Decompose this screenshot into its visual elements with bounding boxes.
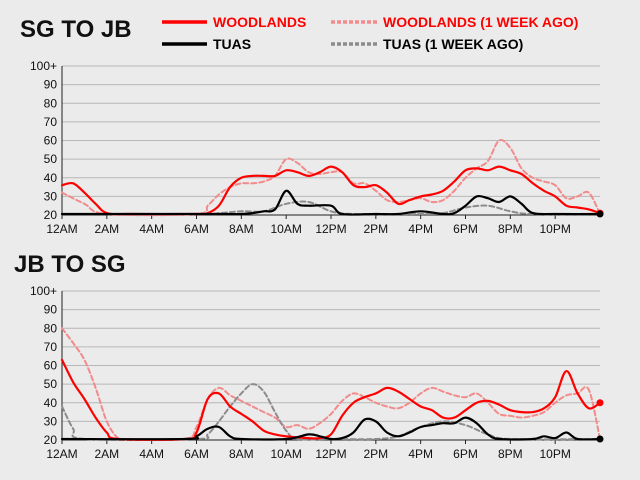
y-tick-label: 40 bbox=[44, 396, 58, 410]
y-tick-label: 40 bbox=[44, 171, 58, 185]
chart-title-sg-to-jb: SG TO JB bbox=[20, 16, 132, 43]
y-tick-label: 20 bbox=[44, 208, 58, 222]
x-tick-label: 8AM bbox=[229, 447, 254, 461]
x-tick-label: 6PM bbox=[453, 447, 478, 461]
x-tick-label: 10AM bbox=[270, 222, 301, 236]
series-line-tuas-prev bbox=[61, 383, 601, 441]
legend-label-woodlands-prev: WOODLANDS (1 WEEK AGO) bbox=[383, 14, 578, 30]
x-tick-label: 12AM bbox=[46, 222, 77, 236]
chart-sg-to-jb: SG TO JB 20 30 40 50 60 70 80 90 100+ 12AM 2AM 4AM 6… bbox=[20, 16, 604, 236]
x-tick-label: 10AM bbox=[270, 447, 301, 461]
series-line-woodlands-prev bbox=[61, 138, 601, 217]
end-marker-woodlands bbox=[596, 399, 604, 407]
legend-label-tuas: TUAS bbox=[213, 36, 251, 52]
y-tick-label: 50 bbox=[44, 152, 58, 166]
x-tick-label: 6PM bbox=[453, 222, 478, 236]
x-tick-label: 6AM bbox=[184, 222, 209, 236]
y-tick-label: 90 bbox=[44, 303, 58, 317]
x-tick-label: 10PM bbox=[539, 447, 570, 461]
x-tick-label: 12PM bbox=[315, 222, 346, 236]
chart-title-jb-to-sg: JB TO SG bbox=[14, 251, 126, 278]
x-tick-label: 8PM bbox=[498, 447, 523, 461]
y-tick-label: 30 bbox=[44, 189, 58, 203]
end-marker-tuas bbox=[596, 435, 604, 443]
y-tick-label: 80 bbox=[44, 321, 58, 335]
y-tick-label: 80 bbox=[44, 96, 58, 110]
x-tick-label: 12AM bbox=[46, 447, 77, 461]
x-tick-label: 4PM bbox=[408, 222, 433, 236]
y-tick-label: 50 bbox=[44, 377, 58, 391]
x-tick-label: 4AM bbox=[139, 222, 164, 236]
y-tick-label: 70 bbox=[44, 115, 58, 129]
x-tick-label: 2AM bbox=[94, 222, 119, 236]
x-tick-label: 8PM bbox=[498, 222, 523, 236]
series-line-tuas bbox=[60, 416, 602, 441]
y-tick-label: 100+ bbox=[30, 284, 57, 298]
x-tick-label: 4PM bbox=[408, 447, 433, 461]
y-tick-label: 60 bbox=[44, 134, 58, 148]
series-line-tuas bbox=[60, 189, 602, 216]
y-tick-label: 20 bbox=[44, 433, 58, 447]
y-tick-label: 60 bbox=[44, 359, 58, 373]
series-line-woodlands bbox=[60, 165, 602, 216]
series-line-woodlands bbox=[60, 358, 602, 441]
legend-label-tuas-prev: TUAS (1 WEEK AGO) bbox=[383, 36, 523, 52]
x-tick-label: 2AM bbox=[94, 447, 119, 461]
end-marker-tuas bbox=[596, 210, 604, 218]
chart-jb-to-sg: JB TO SG 20 30 40 50 60 70 80 90 100+ 12AM 2AM 4AM 6… bbox=[14, 251, 604, 461]
y-tick-label: 100+ bbox=[30, 59, 57, 73]
y-tick-label: 90 bbox=[44, 78, 58, 92]
series-line-woodlands-prev bbox=[61, 327, 601, 441]
x-tick-label: 2PM bbox=[363, 222, 388, 236]
x-tick-label: 6AM bbox=[184, 447, 209, 461]
x-tick-label: 12PM bbox=[315, 447, 346, 461]
legend: WOODLANDS WOODLANDS (1 WEEK AGO) TUAS TU… bbox=[162, 14, 578, 52]
y-tick-label: 30 bbox=[44, 414, 58, 428]
legend-label-woodlands: WOODLANDS bbox=[213, 14, 306, 30]
x-tick-label: 8AM bbox=[229, 222, 254, 236]
x-tick-label: 4AM bbox=[139, 447, 164, 461]
y-tick-label: 70 bbox=[44, 340, 58, 354]
x-tick-label: 2PM bbox=[363, 447, 388, 461]
x-tick-label: 10PM bbox=[539, 222, 570, 236]
